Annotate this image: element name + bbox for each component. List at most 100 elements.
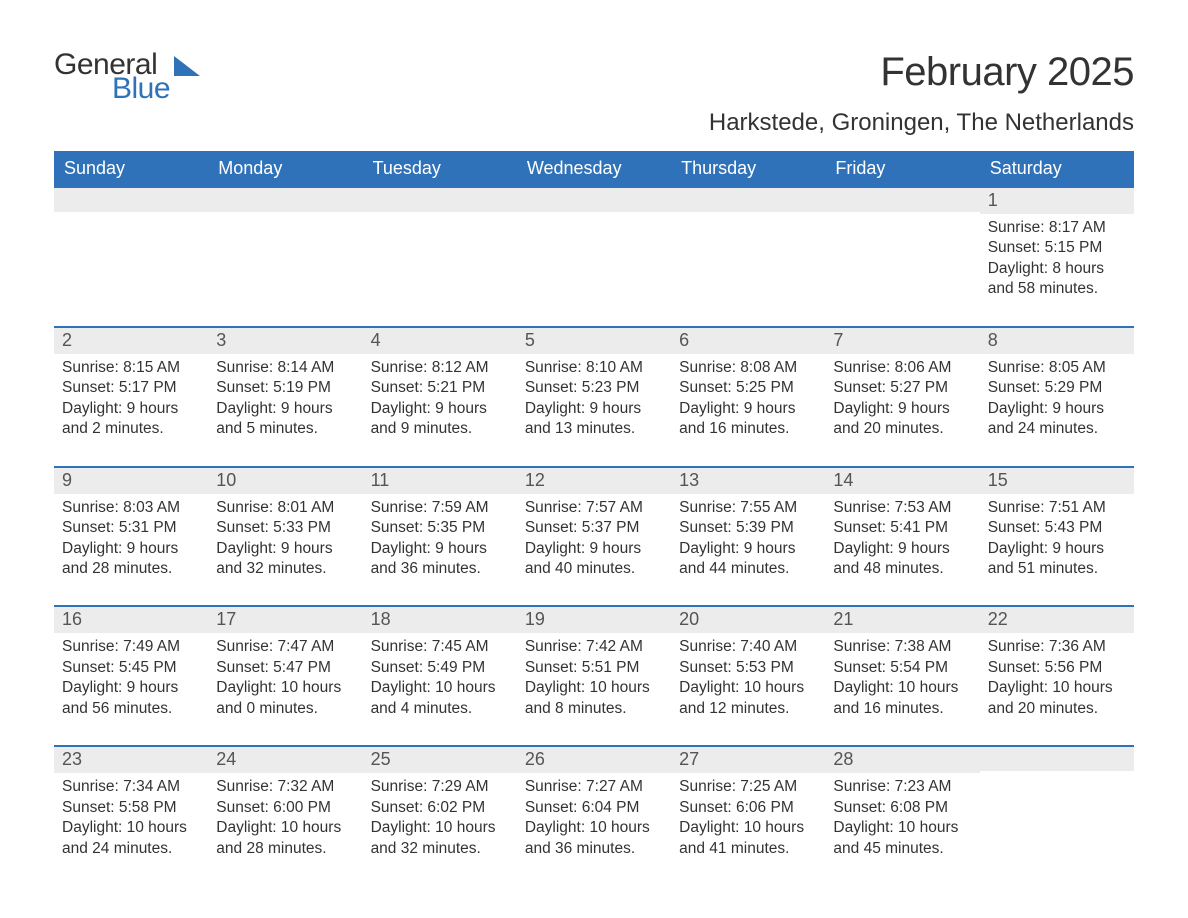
sunrise-text: Sunrise: 7:53 AM — [833, 498, 971, 518]
day-details: Sunrise: 7:32 AMSunset: 6:00 PMDaylight:… — [208, 773, 362, 861]
day-number: 28 — [825, 747, 979, 773]
sunset-text: Sunset: 5:37 PM — [525, 518, 663, 538]
daylight-text-line2: and 32 minutes. — [371, 839, 509, 859]
day-details: Sunrise: 7:23 AMSunset: 6:08 PMDaylight:… — [825, 773, 979, 861]
day-cell: 2Sunrise: 8:15 AMSunset: 5:17 PMDaylight… — [54, 328, 208, 442]
day-number: 1 — [980, 188, 1134, 214]
day-details: Sunrise: 7:29 AMSunset: 6:02 PMDaylight:… — [363, 773, 517, 861]
daylight-text-line2: and 32 minutes. — [216, 559, 354, 579]
day-cell: 26Sunrise: 7:27 AMSunset: 6:04 PMDayligh… — [517, 747, 671, 861]
day-details: Sunrise: 8:08 AMSunset: 5:25 PMDaylight:… — [671, 354, 825, 442]
sunrise-text: Sunrise: 8:15 AM — [62, 358, 200, 378]
day-number: 23 — [54, 747, 208, 773]
sunset-text: Sunset: 6:04 PM — [525, 798, 663, 818]
day-details: Sunrise: 8:03 AMSunset: 5:31 PMDaylight:… — [54, 494, 208, 582]
day-cell: 11Sunrise: 7:59 AMSunset: 5:35 PMDayligh… — [363, 468, 517, 582]
sunset-text: Sunset: 5:31 PM — [62, 518, 200, 538]
sunrise-text: Sunrise: 7:36 AM — [988, 637, 1126, 657]
sunset-text: Sunset: 6:06 PM — [679, 798, 817, 818]
day-cell: 22Sunrise: 7:36 AMSunset: 5:56 PMDayligh… — [980, 607, 1134, 721]
sunrise-text: Sunrise: 7:32 AM — [216, 777, 354, 797]
sunrise-text: Sunrise: 7:45 AM — [371, 637, 509, 657]
daylight-text-line2: and 24 minutes. — [62, 839, 200, 859]
sunrise-text: Sunrise: 8:06 AM — [833, 358, 971, 378]
day-details: Sunrise: 7:59 AMSunset: 5:35 PMDaylight:… — [363, 494, 517, 582]
weeks-container: 1Sunrise: 8:17 AMSunset: 5:15 PMDaylight… — [54, 186, 1134, 861]
day-cell: 20Sunrise: 7:40 AMSunset: 5:53 PMDayligh… — [671, 607, 825, 721]
sunrise-text: Sunrise: 7:57 AM — [525, 498, 663, 518]
day-number: 17 — [208, 607, 362, 633]
logo-flag-icon — [174, 56, 200, 76]
daylight-text-line2: and 41 minutes. — [679, 839, 817, 859]
daylight-text-line2: and 12 minutes. — [679, 699, 817, 719]
week-row: 16Sunrise: 7:49 AMSunset: 5:45 PMDayligh… — [54, 605, 1134, 721]
weekday-header: Wednesday — [517, 151, 671, 186]
day-cell: 9Sunrise: 8:03 AMSunset: 5:31 PMDaylight… — [54, 468, 208, 582]
sunrise-text: Sunrise: 8:05 AM — [988, 358, 1126, 378]
day-number: 9 — [54, 468, 208, 494]
daylight-text-line1: Daylight: 10 hours — [525, 678, 663, 698]
sunrise-text: Sunrise: 7:25 AM — [679, 777, 817, 797]
daylight-text-line2: and 9 minutes. — [371, 419, 509, 439]
daylight-text-line1: Daylight: 9 hours — [525, 399, 663, 419]
sunrise-text: Sunrise: 7:55 AM — [679, 498, 817, 518]
day-details: Sunrise: 8:10 AMSunset: 5:23 PMDaylight:… — [517, 354, 671, 442]
weekday-header: Friday — [825, 151, 979, 186]
logo: General Blue — [54, 50, 200, 104]
day-cell: 15Sunrise: 7:51 AMSunset: 5:43 PMDayligh… — [980, 468, 1134, 582]
weekday-header: Sunday — [54, 151, 208, 186]
day-details: Sunrise: 7:36 AMSunset: 5:56 PMDaylight:… — [980, 633, 1134, 721]
day-number: 27 — [671, 747, 825, 773]
day-number: 12 — [517, 468, 671, 494]
sunrise-text: Sunrise: 7:59 AM — [371, 498, 509, 518]
logo-text: General Blue — [54, 50, 170, 104]
day-number: 18 — [363, 607, 517, 633]
sunset-text: Sunset: 5:35 PM — [371, 518, 509, 538]
day-details: Sunrise: 7:27 AMSunset: 6:04 PMDaylight:… — [517, 773, 671, 861]
daylight-text-line1: Daylight: 9 hours — [216, 399, 354, 419]
day-cell: 13Sunrise: 7:55 AMSunset: 5:39 PMDayligh… — [671, 468, 825, 582]
sunrise-text: Sunrise: 8:12 AM — [371, 358, 509, 378]
day-number: 22 — [980, 607, 1134, 633]
daylight-text-line2: and 56 minutes. — [62, 699, 200, 719]
daylight-text-line2: and 40 minutes. — [525, 559, 663, 579]
day-cell: 23Sunrise: 7:34 AMSunset: 5:58 PMDayligh… — [54, 747, 208, 861]
sunset-text: Sunset: 5:17 PM — [62, 378, 200, 398]
daylight-text-line1: Daylight: 10 hours — [371, 678, 509, 698]
sunrise-text: Sunrise: 8:14 AM — [216, 358, 354, 378]
daylight-text-line2: and 28 minutes. — [216, 839, 354, 859]
day-number: 20 — [671, 607, 825, 633]
day-cell: 14Sunrise: 7:53 AMSunset: 5:41 PMDayligh… — [825, 468, 979, 582]
daylight-text-line2: and 20 minutes. — [833, 419, 971, 439]
week-row: 2Sunrise: 8:15 AMSunset: 5:17 PMDaylight… — [54, 326, 1134, 442]
day-details: Sunrise: 8:12 AMSunset: 5:21 PMDaylight:… — [363, 354, 517, 442]
daylight-text-line2: and 2 minutes. — [62, 419, 200, 439]
sunset-text: Sunset: 6:02 PM — [371, 798, 509, 818]
sunset-text: Sunset: 5:15 PM — [988, 238, 1126, 258]
day-details: Sunrise: 8:15 AMSunset: 5:17 PMDaylight:… — [54, 354, 208, 442]
day-details: Sunrise: 7:40 AMSunset: 5:53 PMDaylight:… — [671, 633, 825, 721]
sunset-text: Sunset: 5:43 PM — [988, 518, 1126, 538]
daylight-text-line2: and 16 minutes. — [679, 419, 817, 439]
sunset-text: Sunset: 5:21 PM — [371, 378, 509, 398]
sunrise-text: Sunrise: 7:51 AM — [988, 498, 1126, 518]
day-number: 10 — [208, 468, 362, 494]
daylight-text-line2: and 36 minutes. — [525, 839, 663, 859]
weekday-header: Saturday — [980, 151, 1134, 186]
daylight-text-line1: Daylight: 9 hours — [833, 399, 971, 419]
daylight-text-line1: Daylight: 9 hours — [679, 399, 817, 419]
day-cell: 27Sunrise: 7:25 AMSunset: 6:06 PMDayligh… — [671, 747, 825, 861]
day-number: 25 — [363, 747, 517, 773]
sunrise-text: Sunrise: 7:34 AM — [62, 777, 200, 797]
month-title: February 2025 — [709, 50, 1134, 95]
day-cell: 24Sunrise: 7:32 AMSunset: 6:00 PMDayligh… — [208, 747, 362, 861]
daylight-text-line1: Daylight: 10 hours — [988, 678, 1126, 698]
daylight-text-line2: and 36 minutes. — [371, 559, 509, 579]
daylight-text-line1: Daylight: 9 hours — [62, 678, 200, 698]
day-number: 24 — [208, 747, 362, 773]
sunrise-text: Sunrise: 7:49 AM — [62, 637, 200, 657]
daylight-text-line2: and 51 minutes. — [988, 559, 1126, 579]
day-cell: 10Sunrise: 8:01 AMSunset: 5:33 PMDayligh… — [208, 468, 362, 582]
sunrise-text: Sunrise: 7:27 AM — [525, 777, 663, 797]
sunrise-text: Sunrise: 7:42 AM — [525, 637, 663, 657]
